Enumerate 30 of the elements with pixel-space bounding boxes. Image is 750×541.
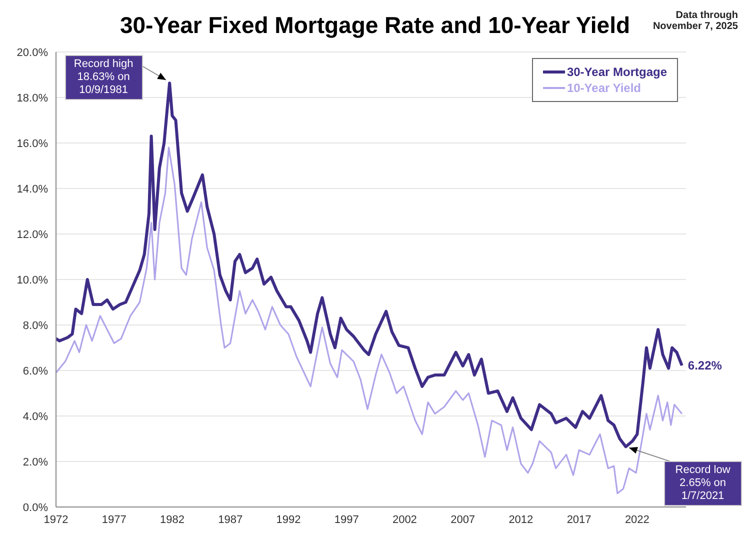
y-tick-label: 0.0% — [22, 502, 48, 514]
x-tick-label: 2022 — [624, 514, 650, 526]
x-tick-label: 2002 — [392, 514, 417, 526]
x-tick-label: 1972 — [44, 514, 68, 526]
data-label: 6.22% — [688, 358, 722, 372]
x-tick-label: 2012 — [508, 514, 534, 526]
x-tick-label: 1992 — [276, 514, 301, 526]
y-tick-label: 8.0% — [22, 320, 48, 332]
y-tick-label: 20.0% — [16, 46, 48, 59]
y-tick-label: 18.0% — [16, 92, 48, 104]
x-tick-label: 2017 — [566, 514, 592, 526]
y-tick-label: 4.0% — [22, 410, 48, 423]
y-tick-label: 14.0% — [16, 183, 48, 196]
y-tick-label: 16.0% — [16, 138, 48, 150]
x-tick-label: 1982 — [160, 514, 184, 526]
annotation: Record high 18.63% on 10/9/1981 — [74, 58, 134, 96]
line-series — [56, 82, 684, 448]
x-tick-label: 1997 — [334, 514, 359, 526]
text: Data through November 7, 2025 — [652, 10, 738, 32]
legend-label: 30-Year Mortgage — [566, 65, 667, 79]
y-tick-label: 12.0% — [16, 228, 48, 241]
y-tick-label: 6.0% — [22, 365, 48, 378]
x-tick-label: 1977 — [102, 514, 126, 526]
x-tick-label: 2007 — [450, 514, 476, 526]
x-tick-label: 1987 — [218, 514, 243, 526]
y-tick-label: 2.0% — [22, 456, 48, 468]
legend-label: 10-Year Yield — [566, 81, 642, 95]
y-tick-label: 10.0% — [16, 274, 48, 286]
chart-title: 30-Year Fixed Mortgage Rate and 10-Year Yield — [120, 12, 630, 38]
annotation: Record low 2.65% on 1/7/2021 — [675, 464, 730, 502]
